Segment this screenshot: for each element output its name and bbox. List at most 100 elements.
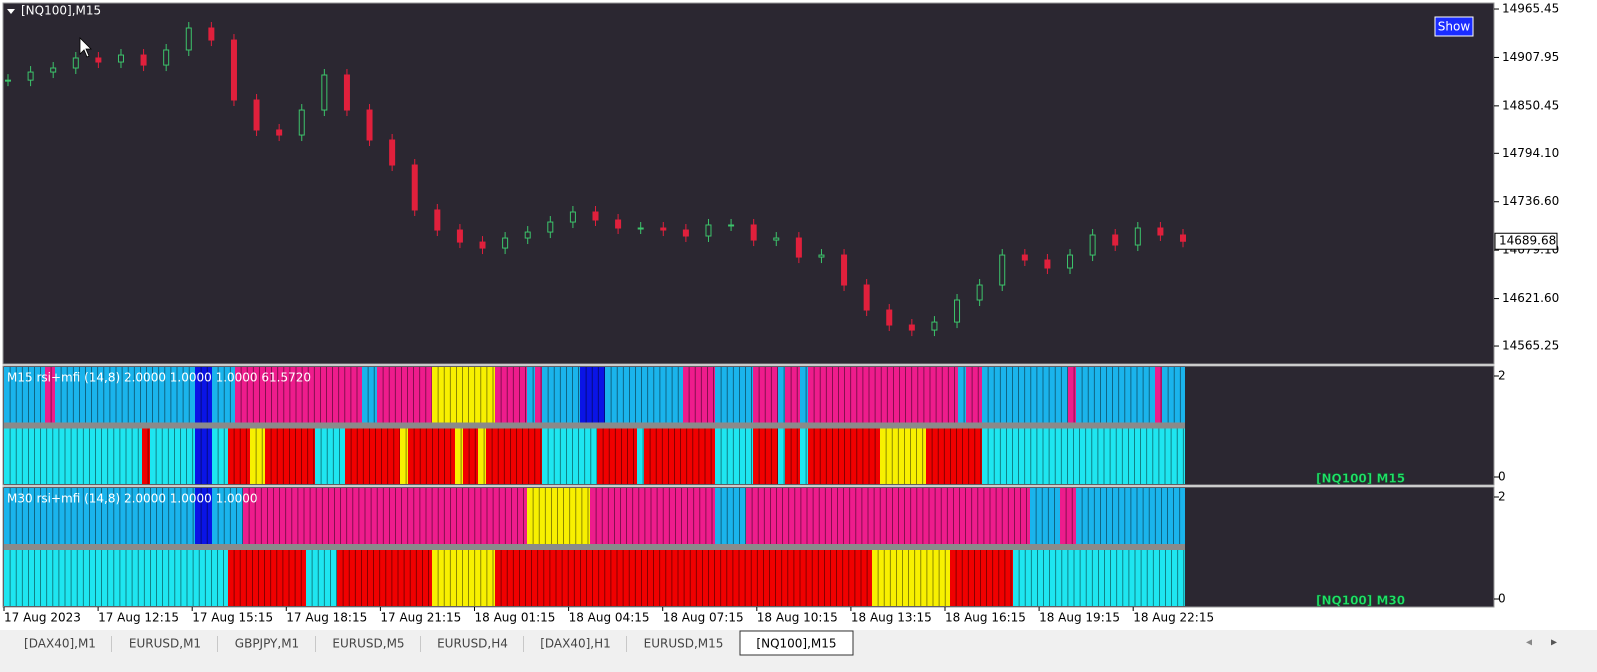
candle: [163, 49, 170, 66]
signal-run: [195, 488, 212, 544]
tab[interactable]: EURUSD,M15: [627, 633, 741, 654]
signal-run: [55, 367, 195, 423]
signal-run: [1076, 367, 1155, 423]
tab-label[interactable]: EURUSD,H4: [437, 637, 508, 651]
signal-run: [808, 367, 958, 423]
signal-run: [212, 428, 228, 484]
tab-label[interactable]: GBPJPY,M1: [235, 637, 299, 651]
signal-run: [872, 550, 950, 606]
x-tick-label: 18 Aug 04:15: [569, 611, 650, 625]
signal-run: [235, 367, 362, 423]
signal-run: [250, 428, 265, 484]
tab[interactable]: [DAX40],H1: [524, 633, 628, 654]
signal-run: [982, 428, 1185, 484]
price-pane: [2, 2, 1495, 365]
x-tick-label: 18 Aug 16:15: [945, 611, 1026, 625]
y-tick-label: 14907.95: [1502, 50, 1559, 64]
tab-label[interactable]: [DAX40],H1: [540, 637, 611, 651]
tab-label[interactable]: EURUSD,M5: [332, 637, 404, 651]
candle: [95, 57, 102, 63]
signal-run: [306, 550, 337, 606]
tab-label[interactable]: [NQ100],M15: [756, 637, 836, 651]
candle: [1089, 234, 1096, 256]
candle: [795, 237, 802, 258]
tab-label[interactable]: EURUSD,M1: [129, 637, 201, 651]
candle: [185, 27, 192, 51]
candle: [321, 74, 328, 111]
y-tick-label: 14965.45: [1502, 2, 1559, 16]
scroll-left[interactable]: ◂: [1526, 635, 1532, 649]
candle: [298, 109, 305, 136]
y-tick-label: 14736.60: [1502, 194, 1559, 208]
signal-run: [195, 367, 212, 423]
y-tick-label: 14794.10: [1502, 146, 1559, 160]
signal-run: [150, 428, 195, 484]
candle: [479, 241, 486, 249]
signal-run: [377, 367, 432, 423]
signal-run: [1013, 550, 1185, 606]
candle: [208, 27, 215, 41]
candle: [1021, 254, 1028, 261]
x-tick-label: 17 Aug 21:15: [380, 611, 461, 625]
candle: [592, 211, 599, 221]
candle: [1044, 259, 1051, 269]
signal-run: [715, 488, 746, 544]
tab-label[interactable]: [DAX40],M1: [24, 637, 96, 651]
signal-run: [966, 367, 982, 423]
y-tick-label: 14850.45: [1502, 98, 1559, 112]
y-tick-label: 2: [1498, 369, 1506, 383]
signal-run: [265, 428, 315, 484]
tab[interactable]: GBPJPY,M1: [218, 633, 317, 654]
signal-run: [1155, 367, 1162, 423]
y-tick-label: 14565.25: [1502, 339, 1559, 353]
tab-bg: [739, 630, 854, 656]
signal-run: [1030, 488, 1060, 544]
x-tick-label: 17 Aug 15:15: [192, 611, 273, 625]
signal-run: [345, 428, 400, 484]
candle: [411, 164, 418, 211]
tab[interactable]: EURUSD,M1: [112, 633, 219, 654]
candle: [1180, 234, 1186, 242]
indicator-label: M15 rsi+mfi (14,8) 2.0000 1.0000 1.0000 …: [7, 371, 311, 385]
collapse-arrow[interactable]: [7, 9, 15, 14]
scroll-right[interactable]: ▸: [1551, 635, 1557, 649]
candle: [728, 224, 735, 227]
x-tick-label: 18 Aug 01:15: [475, 611, 556, 625]
tab[interactable]: [DAX40],M1: [8, 633, 113, 654]
signal-run: [778, 367, 785, 423]
show-button[interactable]: [1434, 16, 1474, 37]
candle: [818, 254, 825, 258]
y-tick-label: 14621.60: [1502, 291, 1559, 305]
candle: [276, 129, 283, 136]
candle: [389, 139, 396, 166]
signal-run: [212, 488, 243, 544]
x-tick-label: 18 Aug 07:15: [663, 611, 744, 625]
candle: [660, 227, 667, 231]
candle: [1112, 234, 1119, 246]
candle: [72, 57, 79, 69]
signal-run: [4, 550, 228, 606]
signal-run: [800, 428, 808, 484]
tab[interactable]: EURUSD,M5: [316, 633, 422, 654]
signal-run: [800, 367, 808, 423]
candle: [773, 237, 780, 241]
x-tick-label: 17 Aug 18:15: [286, 611, 367, 625]
signal-run: [880, 428, 926, 484]
signal-run: [926, 428, 982, 484]
tab-bg: [8, 633, 112, 654]
signal-run: [597, 428, 637, 484]
candle: [908, 324, 915, 331]
tab-bg: [627, 633, 740, 654]
signal-run: [455, 428, 463, 484]
show-button-label[interactable]: Show: [1438, 20, 1471, 34]
candle: [434, 209, 441, 231]
tab[interactable]: EURUSD,H4: [421, 633, 525, 654]
candle: [253, 99, 260, 131]
candle: [343, 74, 350, 111]
mid-band: [4, 422, 1185, 429]
tab[interactable]: [NQ100],M15: [739, 630, 854, 656]
tab-label[interactable]: EURUSD,M15: [644, 637, 724, 651]
mid-band: [4, 544, 1185, 550]
signal-run: [228, 550, 306, 606]
x-tick-label: 17 Aug 2023: [4, 611, 81, 625]
